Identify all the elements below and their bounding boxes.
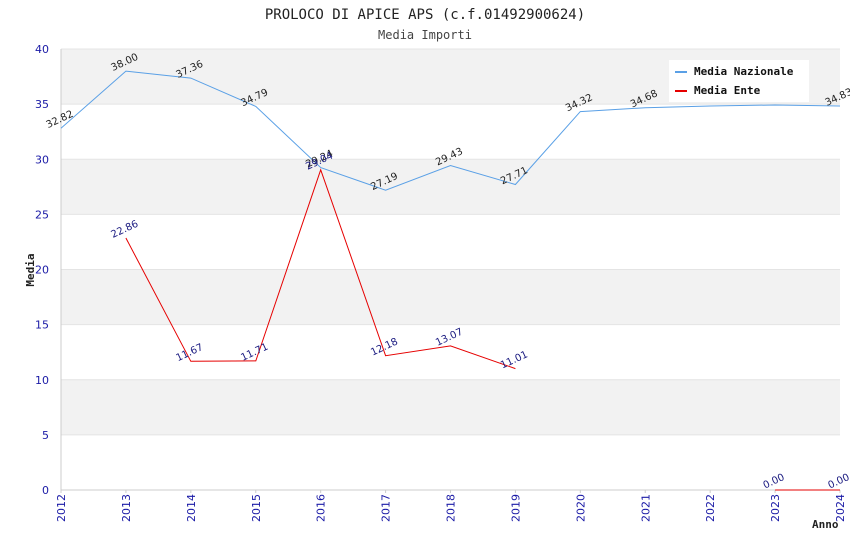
grid-band — [61, 269, 840, 325]
x-tick-label: 2013 — [120, 494, 133, 522]
series-line-media-nazionale — [60, 70, 841, 191]
x-tick-label: 2020 — [574, 494, 587, 522]
y-tick-label: 40 — [35, 43, 49, 56]
legend-label-media-ente: Media Ente — [694, 84, 761, 97]
x-tick-label: 2016 — [315, 494, 328, 522]
x-axis-ticks: 2012 2013 2014 2015 2016 2017 2018 2019 2020 2021… — [55, 490, 847, 522]
grid-band — [61, 379, 840, 435]
chart-subtitle: Media Importi — [378, 28, 472, 42]
y-tick-label: 35 — [35, 98, 49, 111]
legend: Media Nazionale Media Ente — [669, 60, 809, 102]
x-tick-label: 2018 — [445, 494, 458, 522]
grid-band — [61, 159, 840, 215]
series-layer — [60, 70, 841, 491]
x-tick-label: 2022 — [704, 494, 717, 522]
legend-box — [669, 60, 809, 102]
y-axis-label: Media — [24, 253, 37, 286]
y-tick-label: 30 — [35, 153, 49, 166]
legend-label-media-nazionale: Media Nazionale — [694, 65, 794, 78]
y-tick-label: 10 — [35, 374, 49, 387]
y-tick-label: 20 — [35, 264, 49, 277]
grid-band — [61, 324, 840, 380]
series-line-media-ente — [125, 168, 516, 370]
x-axis-label: Anno — [812, 518, 839, 531]
grid-band — [61, 434, 840, 490]
y-tick-label: 15 — [35, 319, 49, 332]
grid-band — [61, 104, 840, 160]
x-tick-label: 2014 — [185, 494, 198, 522]
grid-band — [61, 214, 840, 270]
x-tick-label: 2021 — [639, 494, 652, 522]
y-tick-label: 5 — [42, 429, 49, 442]
chart-title: PROLOCO DI APICE APS (c.f.01492900624) — [265, 7, 585, 23]
y-axis-ticks: 0 5 10 15 20 25 30 35 40 — [35, 43, 49, 497]
x-tick-label: 2015 — [250, 494, 263, 522]
y-tick-label: 25 — [35, 208, 49, 221]
x-tick-label: 2017 — [380, 494, 393, 522]
x-tick-label: 2019 — [509, 494, 522, 522]
y-tick-label: 0 — [42, 484, 49, 497]
x-tick-label: 2012 — [55, 494, 68, 522]
plot-background — [61, 48, 840, 491]
x-tick-label: 2024 — [834, 494, 847, 522]
x-tick-label: 2023 — [769, 494, 782, 522]
